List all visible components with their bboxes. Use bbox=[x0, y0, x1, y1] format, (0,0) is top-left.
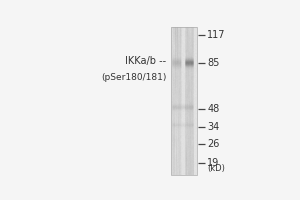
Text: 26: 26 bbox=[207, 139, 220, 149]
Text: 117: 117 bbox=[207, 30, 226, 40]
Text: IKKa/b --: IKKa/b -- bbox=[125, 56, 166, 66]
Text: 85: 85 bbox=[207, 58, 220, 68]
Text: (kD): (kD) bbox=[207, 164, 225, 173]
Text: 19: 19 bbox=[207, 158, 220, 168]
Text: (pSer180/181): (pSer180/181) bbox=[101, 73, 166, 82]
Text: 48: 48 bbox=[207, 104, 220, 114]
Text: 34: 34 bbox=[207, 122, 220, 132]
Bar bbox=[171, 27, 197, 175]
